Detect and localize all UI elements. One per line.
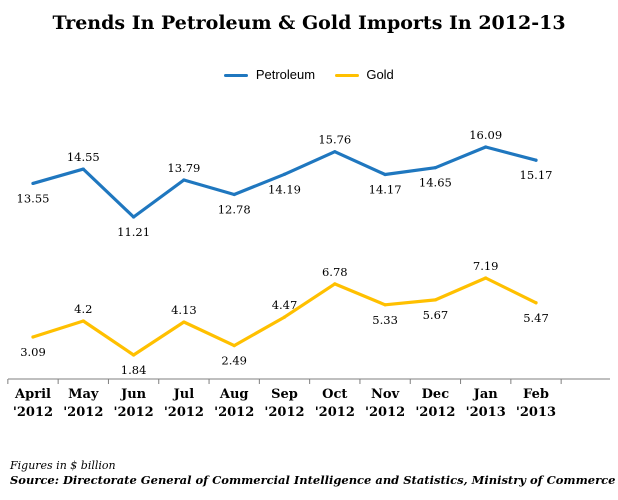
x-tick-label-year: '2012 (264, 405, 304, 420)
legend-item-petroleum: Petroleum (224, 67, 315, 82)
data-point-gold (31, 335, 35, 339)
legend: Petroleum Gold (0, 66, 618, 82)
data-point-petroleum (31, 181, 35, 186)
data-label-gold: 5.67 (423, 308, 449, 322)
x-tick-label-month: Feb (523, 387, 549, 402)
data-point-petroleum (81, 167, 85, 171)
chart-title: Trends In Petroleum & Gold Imports In 20… (52, 12, 566, 34)
legend-label-gold: Gold (366, 67, 394, 83)
units-note: Figures in $ billion (10, 459, 116, 472)
data-point-gold (383, 303, 387, 307)
data-point-gold (182, 320, 186, 324)
data-point-gold (282, 315, 287, 319)
data-point-gold (484, 276, 488, 280)
data-point-petroleum (132, 215, 136, 219)
data-label-gold: 5.47 (523, 311, 549, 325)
data-point-petroleum (232, 192, 236, 197)
x-tick-label-month: April (14, 387, 51, 402)
data-point-gold (333, 282, 337, 286)
x-tick-label-year: '2012 (365, 405, 405, 420)
x-tick-label-month: Nov (371, 387, 400, 402)
data-label-petroleum: 16.09 (469, 128, 502, 142)
data-point-petroleum (333, 150, 337, 154)
x-tick-label-year: '2012 (164, 405, 204, 420)
data-point-petroleum (182, 178, 186, 182)
data-label-petroleum: 14.55 (67, 150, 100, 164)
legend-label-petroleum: Petroleum (255, 67, 316, 83)
data-label-gold: 6.78 (322, 265, 348, 279)
legend-swatch-petroleum (224, 74, 249, 78)
data-point-gold (132, 353, 136, 357)
x-tick-label-month: May (68, 387, 99, 402)
data-label-gold: 5.33 (372, 313, 398, 327)
x-tick-label-month: Jan (473, 387, 499, 402)
data-label-petroleum: 14.65 (419, 176, 452, 190)
data-point-petroleum (484, 145, 488, 149)
data-label-gold: 1.84 (121, 363, 147, 377)
data-label-petroleum: 14.19 (268, 182, 301, 196)
x-tick-label-year: '2012 (63, 405, 103, 420)
data-label-petroleum: 12.78 (218, 202, 251, 216)
data-point-petroleum (433, 166, 437, 170)
x-tick-label-month: Jul (173, 387, 195, 402)
data-label-petroleum: 14.17 (369, 183, 402, 197)
x-tick-label-year: '2013 (516, 405, 556, 420)
data-point-gold (232, 344, 236, 348)
footnotes: Figures in $ billion Source: Directorate… (10, 459, 615, 487)
data-label-petroleum: 15.17 (520, 168, 553, 182)
data-label-gold: 4.13 (171, 303, 197, 317)
data-label-gold: 7.19 (473, 259, 499, 273)
x-tick-label-year: '2013 (466, 405, 506, 420)
x-tick-label-year: '2012 (214, 405, 254, 420)
data-point-petroleum (383, 172, 387, 177)
x-tick-label-month: Aug (219, 387, 249, 402)
data-label-gold: 4.2 (74, 302, 92, 316)
legend-swatch-gold (334, 74, 359, 78)
data-point-gold (81, 319, 85, 323)
x-tick-label-year: '2012 (415, 405, 455, 420)
x-tick-label-year: '2012 (315, 405, 355, 420)
x-tick-label-month: Oct (322, 387, 347, 402)
x-tick-label-year: '2012 (13, 405, 53, 420)
x-tick-label-month: Dec (422, 387, 450, 402)
data-point-petroleum (534, 158, 538, 162)
x-tick-label-month: Jun (120, 387, 147, 402)
data-label-gold: 2.49 (221, 354, 247, 368)
data-label-petroleum: 13.79 (167, 161, 200, 175)
x-tick-label-year: '2012 (114, 405, 154, 420)
data-point-gold (534, 301, 538, 305)
legend-item-gold: Gold (334, 67, 394, 83)
source-note: Source: Directorate General of Commercia… (10, 473, 616, 487)
data-label-gold: 4.47 (272, 298, 298, 312)
data-label-petroleum: 11.21 (117, 225, 150, 239)
data-label-gold: 3.09 (20, 345, 46, 359)
data-label-petroleum: 15.76 (318, 133, 351, 147)
x-tick-label-month: Sep (271, 387, 298, 402)
data-point-petroleum (282, 172, 287, 176)
data-point-gold (433, 298, 437, 302)
data-label-petroleum: 13.55 (17, 191, 50, 205)
